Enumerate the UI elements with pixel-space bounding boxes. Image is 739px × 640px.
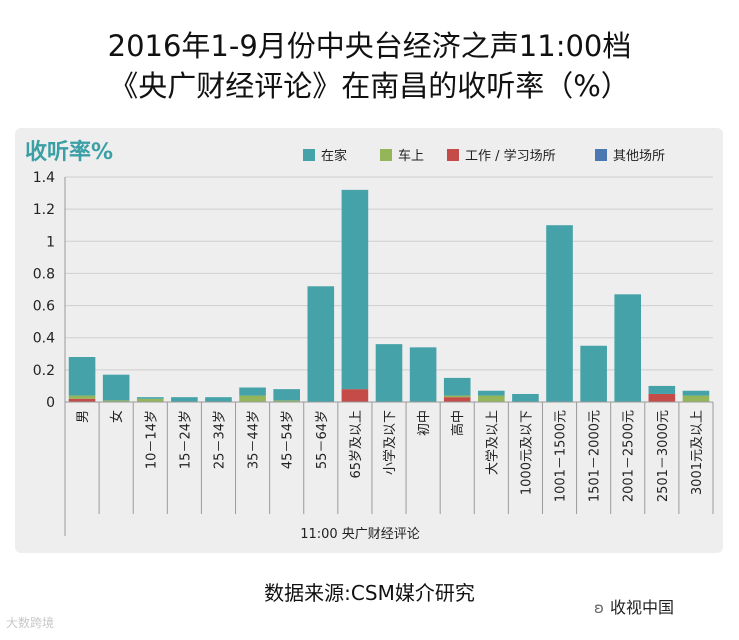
- bar-segment: [205, 397, 232, 402]
- x-tick-label: 25－34岁: [212, 410, 227, 469]
- bar-segment: [546, 225, 573, 402]
- bar-segment: [443, 377, 471, 396]
- legend-swatch-0: [303, 149, 315, 161]
- brand-label: ʚ 收视中国: [594, 594, 674, 618]
- watermark: 大数跨境: [6, 616, 55, 630]
- x-axis-label: 11:00 央广财经评论: [300, 527, 420, 542]
- x-tick-label: 1501－2000元: [588, 410, 603, 502]
- legend-label-2: 工作 / 学习场所: [465, 148, 556, 164]
- chart-title-line2: 《央广财经评论》在南昌的收听率（%）: [109, 69, 630, 103]
- x-tick-label: 3001元及以上: [690, 410, 705, 495]
- y-tick-label: 1: [46, 234, 55, 250]
- y-axis-label: 收听率%: [25, 139, 113, 165]
- y-tick-label: 1.2: [33, 202, 55, 218]
- y-tick-label: 0.4: [33, 331, 55, 347]
- bar-segment: [682, 390, 710, 396]
- x-tick-label: 65岁及以上: [349, 410, 364, 479]
- x-tick-label: 10－14岁: [144, 410, 159, 469]
- x-tick-label: 大学及以上: [484, 410, 500, 475]
- chart-title-line1: 2016年1-9月份中央台经济之声11:00档: [107, 29, 632, 63]
- bar-segment: [307, 286, 335, 402]
- x-tick-label: 1000元及以下: [519, 410, 534, 495]
- bar-segment: [682, 395, 710, 402]
- bar-segment: [68, 357, 96, 396]
- legend-swatch-1: [380, 149, 392, 161]
- legend-label-0: 在家: [321, 148, 347, 164]
- bar-segment: [136, 397, 164, 399]
- bar-segment: [648, 385, 676, 394]
- x-tick-label: 初中: [417, 410, 432, 436]
- y-tick-label: 0: [46, 395, 55, 411]
- x-tick-label: 小学及以下: [382, 410, 398, 475]
- bar-segment: [273, 400, 300, 402]
- y-tick-label: 1.4: [33, 170, 55, 186]
- bar-segment: [102, 400, 130, 402]
- y-tick-label: 0.8: [33, 266, 55, 282]
- wechat-icon: ʚ: [594, 599, 604, 617]
- bar-segment: [341, 389, 369, 402]
- bar-segment: [443, 397, 471, 402]
- bar-segment: [614, 294, 642, 402]
- y-tick-label: 0.6: [33, 299, 55, 315]
- stacked-bar-chart: 收听率% 在家 车上 工作 / 学习场所 其他场所 0 0.2 0.4 0.6 0.8 1 1.2 1.…: [25, 139, 714, 542]
- x-tick-label: 2501－3000元: [656, 410, 671, 502]
- x-tick-label: 男: [76, 410, 91, 423]
- bar-segment: [512, 393, 539, 402]
- chart-panel: 收听率% 在家 车上 工作 / 学习场所 其他场所 0 0.2 0.4 0.6 0.8 1 1.2 1.…: [15, 128, 723, 553]
- bar-segment: [273, 389, 300, 401]
- x-tick-label: 高中: [450, 410, 466, 436]
- data-source: 数据来源:CSM媒介研究: [264, 581, 475, 605]
- bar-segment: [648, 393, 676, 402]
- bar-segment: [478, 395, 505, 402]
- bar-segment: [580, 345, 607, 402]
- x-tick-label: 2001－2500元: [622, 410, 637, 502]
- bar-segment: [68, 395, 96, 399]
- x-tick-label: 55－64岁: [315, 410, 330, 469]
- bar-segment: [171, 397, 198, 402]
- bar-segment: [478, 390, 505, 396]
- x-tick-label: 15－24岁: [178, 410, 193, 469]
- brand-text: 收视中国: [609, 598, 674, 617]
- x-tick-label: 45－54岁: [281, 410, 296, 469]
- bar-segment: [341, 189, 369, 390]
- bar-segment: [136, 398, 164, 402]
- bar-segment: [443, 395, 471, 398]
- bar-segment: [409, 347, 437, 402]
- x-tick-label: 1001－1500元: [554, 410, 569, 502]
- bar-segment: [102, 374, 130, 401]
- bar-segment: [239, 387, 266, 396]
- legend-label-3: 其他场所: [613, 149, 665, 164]
- bar-segment: [239, 395, 266, 402]
- y-tick-label: 0.2: [33, 363, 55, 379]
- bar-segment: [375, 344, 403, 402]
- bar-segment: [68, 398, 96, 402]
- x-tick-label: 女: [109, 410, 125, 423]
- legend-swatch-2: [447, 149, 459, 161]
- legend-label-1: 车上: [398, 148, 424, 164]
- x-tick-label: 35－44岁: [247, 410, 262, 469]
- legend-swatch-3: [595, 149, 607, 161]
